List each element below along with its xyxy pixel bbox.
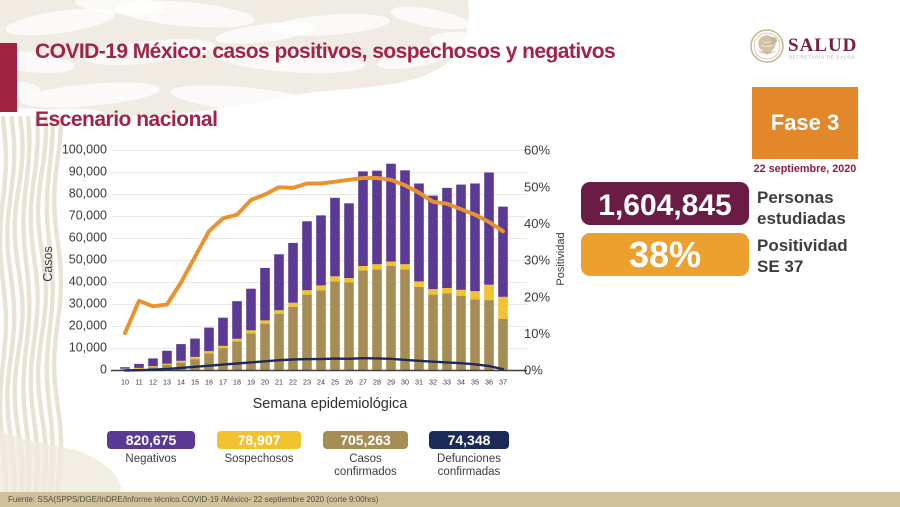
svg-text:30,000: 30,000 (69, 297, 107, 311)
svg-text:16: 16 (205, 378, 213, 387)
svg-text:28: 28 (373, 378, 381, 387)
svg-text:33: 33 (443, 378, 451, 387)
svg-text:21: 21 (275, 378, 283, 387)
svg-text:18: 18 (233, 378, 241, 387)
svg-text:22: 22 (289, 378, 297, 387)
svg-text:Casos: Casos (41, 246, 55, 281)
svg-text:10,000: 10,000 (69, 341, 107, 355)
svg-text:19: 19 (247, 378, 255, 387)
svg-text:40,000: 40,000 (69, 275, 107, 289)
svg-text:Positividad: Positividad (555, 232, 567, 285)
svg-text:31: 31 (415, 378, 423, 387)
svg-text:90,000: 90,000 (69, 165, 107, 179)
svg-text:0%: 0% (524, 363, 543, 378)
svg-text:17: 17 (219, 378, 227, 387)
svg-text:10%: 10% (524, 326, 550, 341)
svg-text:12: 12 (149, 378, 157, 387)
svg-text:29: 29 (387, 378, 395, 387)
svg-text:100,000: 100,000 (62, 143, 107, 157)
svg-text:40%: 40% (524, 216, 550, 231)
svg-text:25: 25 (331, 378, 339, 387)
svg-text:SALUD: SALUD (788, 35, 857, 56)
svg-text:34: 34 (457, 378, 465, 387)
svg-text:37: 37 (499, 378, 507, 387)
svg-text:60,000: 60,000 (69, 231, 107, 245)
svg-text:20: 20 (261, 378, 269, 387)
svg-text:0: 0 (100, 363, 107, 377)
svg-text:35: 35 (471, 378, 479, 387)
svg-text:50,000: 50,000 (69, 253, 107, 267)
svg-text:50%: 50% (524, 179, 550, 194)
svg-text:27: 27 (359, 378, 367, 387)
svg-text:15: 15 (191, 378, 199, 387)
svg-text:26: 26 (345, 378, 353, 387)
svg-text:20,000: 20,000 (69, 319, 107, 333)
svg-text:60%: 60% (524, 143, 550, 158)
svg-text:13: 13 (163, 378, 171, 387)
svg-text:14: 14 (177, 378, 185, 387)
svg-text:24: 24 (317, 378, 325, 387)
svg-text:23: 23 (303, 378, 311, 387)
svg-text:Semana epidemiológica: Semana epidemiológica (253, 396, 409, 412)
svg-text:32: 32 (429, 378, 437, 387)
svg-text:10: 10 (121, 378, 129, 387)
svg-text:20%: 20% (524, 289, 550, 304)
svg-text:36: 36 (485, 378, 493, 387)
svg-text:11: 11 (135, 378, 142, 387)
svg-text:70,000: 70,000 (69, 209, 107, 223)
svg-text:SECRETARÍA DE SALUD: SECRETARÍA DE SALUD (789, 55, 855, 60)
svg-text:30%: 30% (524, 253, 550, 268)
svg-text:30: 30 (401, 378, 409, 387)
svg-text:80,000: 80,000 (69, 187, 107, 201)
